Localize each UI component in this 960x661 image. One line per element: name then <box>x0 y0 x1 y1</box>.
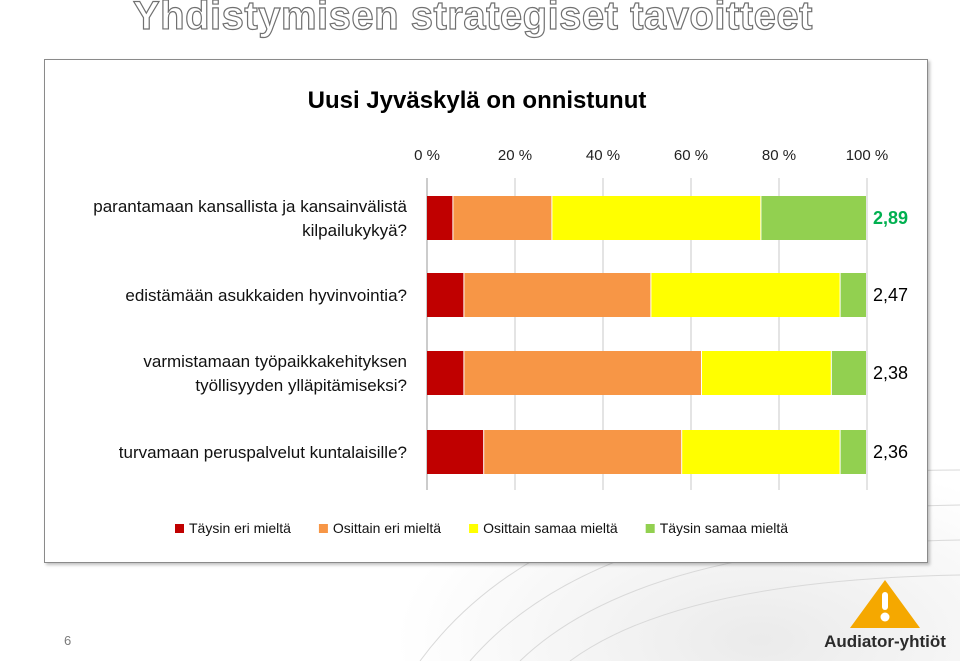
bar-segment <box>427 430 484 474</box>
legend-swatch <box>175 524 184 533</box>
legend-swatch <box>318 524 328 533</box>
legend-label: Täysin samaa mieltä <box>660 520 789 536</box>
chart-panel: Uusi Jyväskylä on onnistunut 0 % 20 % 40 % 6… <box>44 59 928 563</box>
category-label: parantamaan kansallista ja kansainvälist… <box>93 197 407 216</box>
bar-segment <box>464 273 651 317</box>
score-label: 2,36 <box>873 442 908 462</box>
x-tick-label: 60 % <box>674 147 708 164</box>
bar-segment <box>427 273 464 317</box>
score-label: 2,47 <box>873 285 908 305</box>
bar-segment <box>831 351 866 395</box>
category-label: varmistamaan työpaikkakehityksen <box>143 352 407 371</box>
score-label: 2,38 <box>873 363 908 383</box>
x-tick-label: 20 % <box>498 147 532 164</box>
bar-segment <box>552 196 761 240</box>
x-tick-label: 40 % <box>586 147 620 164</box>
bar-segment <box>453 196 552 240</box>
chart-title: Uusi Jyväskylä on onnistunut <box>308 87 647 114</box>
x-tick-label: 80 % <box>762 147 796 164</box>
bar-segment <box>840 273 866 317</box>
legend-swatch <box>469 524 479 533</box>
bar-segment <box>682 430 840 474</box>
score-label: 2,89 <box>873 208 908 228</box>
bar-segment <box>702 351 831 395</box>
legend-label: Osittain samaa mieltä <box>483 520 618 536</box>
bar-segment <box>484 430 682 474</box>
page-number: 6 <box>64 633 72 648</box>
legend-label: Osittain eri mieltä <box>333 520 441 536</box>
bar-segment <box>651 273 840 317</box>
category-label: kilpailukykyä? <box>302 221 407 240</box>
bar-segment <box>427 351 464 395</box>
x-tick-label: 100 % <box>846 147 889 164</box>
bar-segment <box>427 196 453 240</box>
logo-text: Audiator-yhtiöt <box>824 632 946 651</box>
bar-segment <box>840 430 866 474</box>
logo-triangle-icon <box>850 580 920 628</box>
stacked-bar-chart: Uusi Jyväskylä on onnistunut 0 % 20 % 40 % 6… <box>93 87 908 536</box>
category-label: työllisyyden ylläpitämiseksi? <box>195 376 407 395</box>
category-label: turvamaan peruspalvelut kuntalaisille? <box>119 443 407 462</box>
legend-swatch <box>645 524 655 533</box>
bar-segment <box>761 196 866 240</box>
category-label: edistämään asukkaiden hyvinvointia? <box>125 286 407 305</box>
bar-segment <box>464 351 701 395</box>
legend-label: Täysin eri mieltä <box>189 520 291 536</box>
x-tick-label: 0 % <box>414 147 440 164</box>
company-logo: Audiator-yhtiöt <box>820 578 950 658</box>
slide-title: Yhdistymisen strategiset tavoitteet <box>132 0 813 39</box>
